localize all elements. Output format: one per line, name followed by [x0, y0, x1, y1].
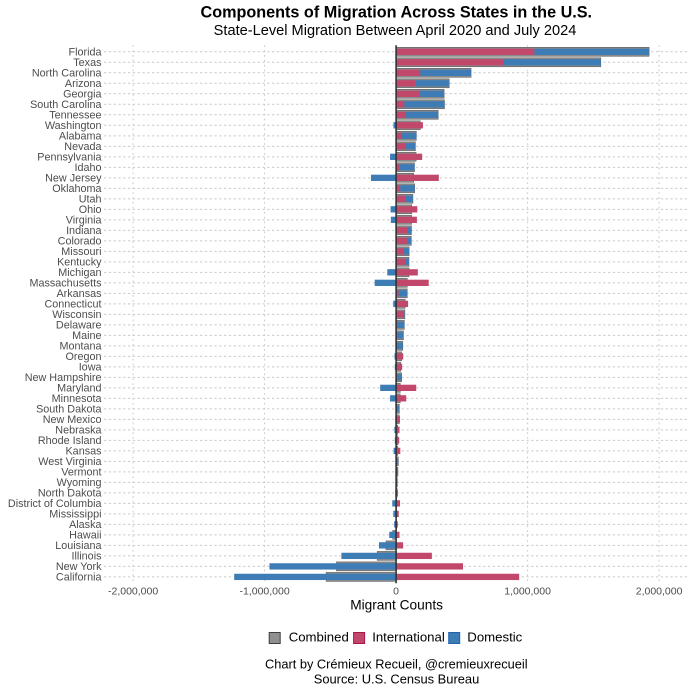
svg-text:Alabama: Alabama	[59, 131, 102, 143]
svg-text:Kentucky: Kentucky	[57, 257, 102, 269]
svg-text:0: 0	[393, 586, 399, 598]
svg-text:Domestic: Domestic	[467, 630, 522, 645]
svg-text:Maryland: Maryland	[57, 383, 101, 395]
svg-text:Oklahoma: Oklahoma	[52, 183, 101, 195]
svg-text:-1,000,000: -1,000,000	[239, 586, 289, 598]
svg-text:Illinois: Illinois	[71, 551, 102, 563]
svg-text:Minnesota: Minnesota	[52, 393, 102, 405]
svg-text:Montana: Montana	[59, 341, 101, 353]
svg-text:Colorado: Colorado	[58, 236, 102, 248]
svg-text:Missouri: Missouri	[61, 246, 101, 258]
svg-text:Washington: Washington	[45, 120, 102, 132]
svg-text:Idaho: Idaho	[74, 162, 101, 174]
svg-text:Michigan: Michigan	[58, 267, 101, 279]
svg-text:Arizona: Arizona	[65, 78, 102, 90]
svg-text:Arkansas: Arkansas	[56, 288, 102, 300]
svg-text:Wisconsin: Wisconsin	[52, 309, 101, 321]
svg-text:Alaska: Alaska	[69, 519, 101, 531]
svg-text:North Carolina: North Carolina	[32, 68, 102, 80]
svg-text:California: California	[56, 572, 102, 584]
svg-text:Oregon: Oregon	[65, 351, 101, 363]
svg-text:Massachusetts: Massachusetts	[29, 278, 102, 290]
svg-text:New Hampshire: New Hampshire	[25, 372, 102, 384]
svg-text:Louisiana: Louisiana	[55, 540, 101, 552]
svg-text:Pennsylvania: Pennsylvania	[37, 152, 101, 164]
svg-text:Maine: Maine	[72, 330, 101, 342]
svg-text:Florida: Florida	[68, 47, 101, 59]
svg-text:Chart by Crémieux Recueil, @cr: Chart by Crémieux Recueil, @cremieuxrecu…	[265, 657, 528, 672]
svg-text:2,000,000: 2,000,000	[636, 586, 683, 598]
svg-text:Nebraska: Nebraska	[55, 425, 101, 437]
svg-text:-2,000,000: -2,000,000	[108, 586, 158, 598]
svg-text:1,000,000: 1,000,000	[504, 586, 551, 598]
svg-text:Wyoming: Wyoming	[57, 477, 102, 489]
svg-text:Ohio: Ohio	[79, 204, 102, 216]
svg-text:Indiana: Indiana	[66, 225, 101, 237]
svg-text:Hawaii: Hawaii	[69, 530, 101, 542]
svg-text:Kansas: Kansas	[65, 446, 102, 458]
svg-text:Utah: Utah	[79, 194, 102, 206]
svg-text:New York: New York	[56, 561, 102, 573]
svg-text:Combined: Combined	[289, 630, 349, 645]
svg-text:District of Columbia: District of Columbia	[8, 498, 102, 510]
svg-text:Georgia: Georgia	[63, 89, 101, 101]
svg-text:Tennessee: Tennessee	[49, 110, 101, 122]
svg-text:Mississippi: Mississippi	[49, 509, 101, 521]
svg-text:Delaware: Delaware	[56, 320, 102, 332]
svg-text:International: International	[372, 630, 445, 645]
svg-text:Iowa: Iowa	[79, 362, 102, 374]
svg-text:Connecticut: Connecticut	[44, 299, 101, 311]
svg-text:Rhode Island: Rhode Island	[38, 435, 102, 447]
svg-text:South Carolina: South Carolina	[30, 99, 101, 111]
svg-text:New Mexico: New Mexico	[43, 414, 102, 426]
svg-text:North Dakota: North Dakota	[38, 488, 102, 500]
svg-text:West Virginia: West Virginia	[38, 456, 101, 468]
svg-text:Source: U.S. Census Bureau: Source: U.S. Census Bureau	[314, 671, 480, 686]
svg-text:State-Level Migration Between: State-Level Migration Between April 2020…	[214, 23, 577, 39]
svg-text:Vermont: Vermont	[61, 467, 101, 479]
svg-text:Components of Migration Across: Components of Migration Across States in…	[201, 3, 593, 21]
svg-text:Texas: Texas	[73, 57, 102, 69]
svg-text:Nevada: Nevada	[64, 141, 101, 153]
svg-text:Virginia: Virginia	[66, 215, 102, 227]
svg-text:Migrant Counts: Migrant Counts	[350, 597, 443, 612]
svg-text:New Jersey: New Jersey	[45, 173, 102, 185]
svg-text:South Dakota: South Dakota	[36, 404, 101, 416]
